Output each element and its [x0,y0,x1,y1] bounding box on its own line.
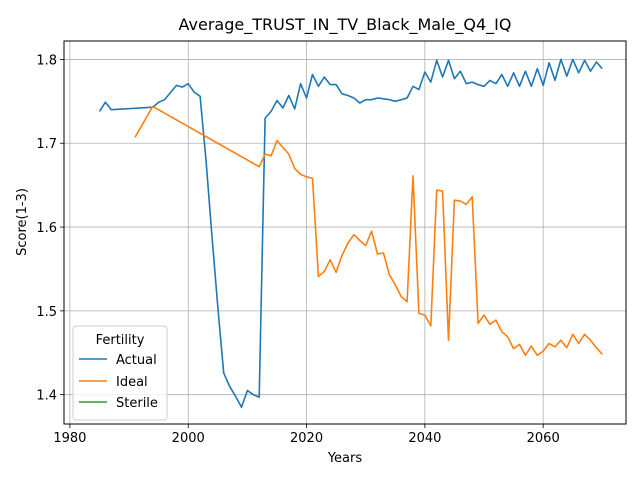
y-tick-label: 1.6 [36,221,57,236]
y-tick-label: 1.4 [36,389,57,404]
y-tick-label: 1.8 [36,53,57,68]
x-tick-label: 2000 [172,431,205,446]
series-line-actual [98,58,603,409]
x-tick-label: 2040 [408,431,441,446]
legend-label-ideal: Ideal [116,375,148,390]
x-tick-label: 2060 [527,431,560,446]
legend: Fertility Actual Ideal Sterile [72,325,168,421]
y-axis-label: Score(1-3) [15,188,30,256]
series-line-ideal [134,105,603,357]
legend-label-actual: Actual [116,353,157,368]
plot-frame [63,40,627,425]
x-tick-label: 2020 [290,431,323,446]
y-tick-label: 1.5 [36,305,57,320]
axis-ticks: 1980 2000 2020 2040 2060 1.4 1.5 1.6 1.7 1.8 [36,53,559,446]
x-axis-label: Years [327,451,363,466]
y-tick-label: 1.7 [36,137,57,152]
series-layer [98,58,603,409]
x-tick-label: 1980 [53,431,86,446]
legend-box [72,325,168,421]
chart-title: Average_TRUST_IN_TV_Black_Male_Q4_IQ [179,15,512,35]
legend-title: Fertility [96,333,145,348]
legend-label-sterile: Sterile [116,396,158,411]
